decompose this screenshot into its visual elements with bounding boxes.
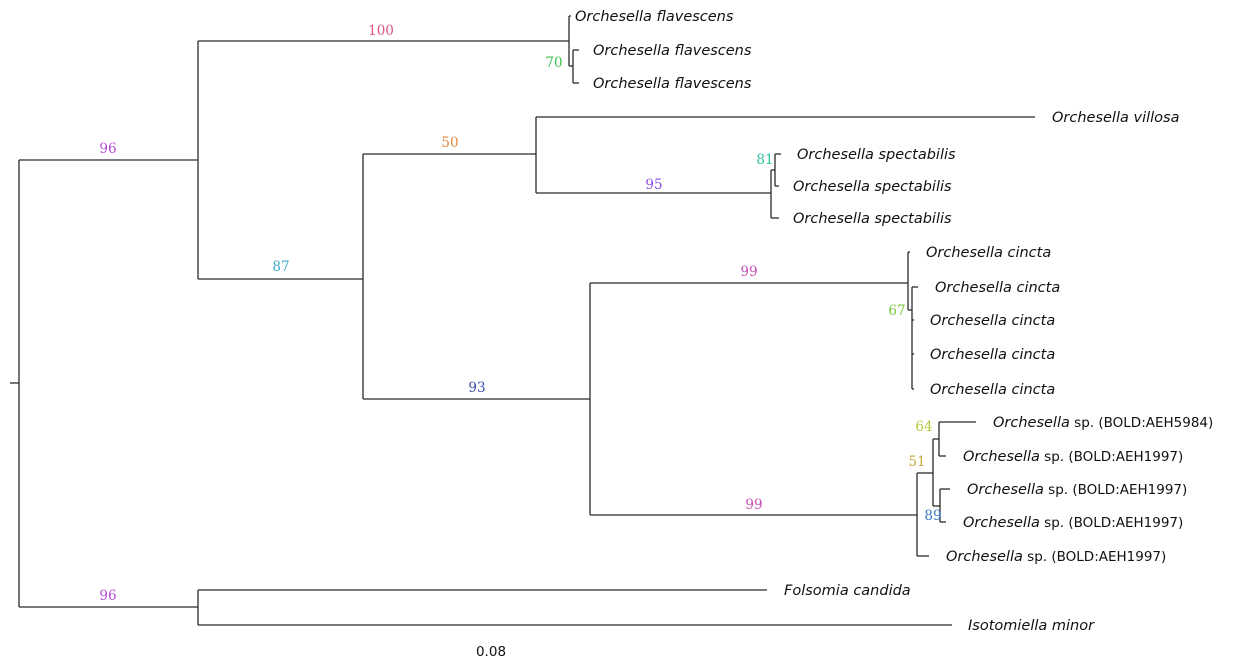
support-values: 100 70 96 50 81 95 87 99 67 93 64 51 99 … bbox=[99, 23, 941, 604]
taxon-label: Orchesella cincta bbox=[930, 313, 1055, 329]
support-value: 50 bbox=[441, 135, 458, 151]
taxon-label: Orchesella spectabilis bbox=[793, 211, 952, 227]
taxon-label: Orchesella flavescens bbox=[593, 76, 752, 92]
tree-branches bbox=[10, 15, 1035, 626]
taxon-label: Orchesella cincta bbox=[935, 280, 1060, 296]
taxon-label: Orchesella villosa bbox=[1052, 110, 1179, 126]
taxon-label: Orchesella sp. (BOLD:AEH1997) bbox=[967, 482, 1187, 498]
scale-bar-label: 0.08 bbox=[476, 644, 506, 660]
taxon-label: Orchesella flavescens bbox=[575, 9, 734, 25]
taxon-label: Orchesella sp. (BOLD:AEH1997) bbox=[963, 515, 1183, 531]
taxon-label: Orchesella spectabilis bbox=[797, 147, 956, 163]
taxon-label: Orchesella sp. (BOLD:AEH5984) bbox=[993, 415, 1213, 431]
support-value: 89 bbox=[924, 508, 941, 524]
taxon-label: Orchesella sp. (BOLD:AEH1997) bbox=[963, 449, 1183, 465]
support-value: 95 bbox=[645, 177, 662, 193]
taxon-label: Orchesella cincta bbox=[930, 347, 1055, 363]
support-value: 93 bbox=[468, 380, 485, 396]
support-value: 99 bbox=[745, 497, 762, 513]
support-value: 51 bbox=[908, 454, 925, 470]
taxon-label: Folsomia candida bbox=[784, 583, 911, 599]
taxon-label: Orchesella sp. (BOLD:AEH1997) bbox=[946, 549, 1166, 565]
taxon-labels: Orchesella flavescens Orchesella flavesc… bbox=[575, 9, 1213, 634]
support-value: 96 bbox=[99, 588, 116, 604]
support-value: 100 bbox=[368, 23, 394, 39]
support-value: 64 bbox=[915, 419, 932, 435]
taxon-label: Orchesella flavescens bbox=[593, 43, 752, 59]
support-value: 81 bbox=[756, 152, 773, 168]
support-value: 67 bbox=[888, 303, 905, 319]
support-value: 87 bbox=[272, 259, 289, 275]
taxon-label: Orchesella cincta bbox=[926, 245, 1051, 261]
taxon-label: Orchesella spectabilis bbox=[793, 179, 952, 195]
taxon-label: Isotomiella minor bbox=[968, 618, 1095, 634]
support-value: 99 bbox=[740, 264, 757, 280]
taxon-label: Orchesella cincta bbox=[930, 382, 1055, 398]
support-value: 70 bbox=[545, 55, 562, 71]
support-value: 96 bbox=[99, 141, 116, 157]
